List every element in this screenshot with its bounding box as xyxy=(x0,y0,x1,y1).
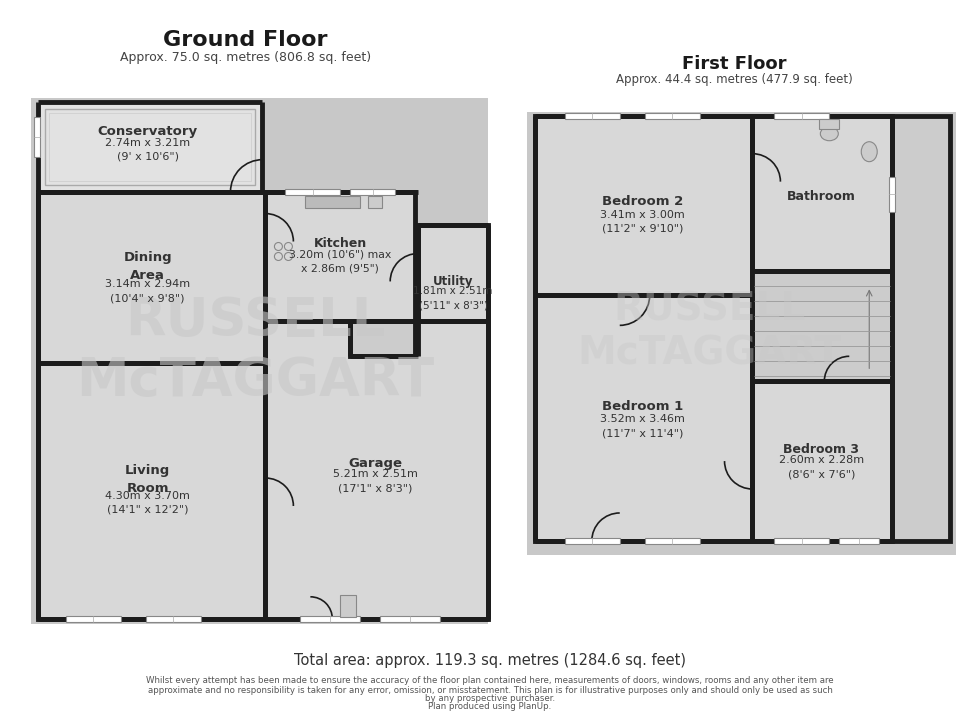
Bar xyxy=(66,616,121,622)
Bar xyxy=(340,595,357,617)
Text: Utility: Utility xyxy=(433,275,473,288)
Text: Living
Room: Living Room xyxy=(125,464,171,495)
Text: 3.52m x 3.46m
(11'7" x 11'4"): 3.52m x 3.46m (11'7" x 11'4") xyxy=(601,414,685,438)
Bar xyxy=(819,119,839,129)
Bar xyxy=(418,224,488,356)
Ellipse shape xyxy=(820,127,838,141)
Text: approximate and no responsibility is taken for any error, omission, or misstatem: approximate and no responsibility is tak… xyxy=(148,686,832,695)
Text: Whilst every attempt has been made to ensure the accuracy of the floor plan cont: Whilst every attempt has been made to en… xyxy=(146,676,834,685)
Bar xyxy=(350,189,395,194)
Text: 2.74m x 3.21m
(9' x 10'6"): 2.74m x 3.21m (9' x 10'6") xyxy=(105,137,190,162)
Text: Approx. 75.0 sq. metres (806.8 sq. feet): Approx. 75.0 sq. metres (806.8 sq. feet) xyxy=(120,51,371,64)
Text: 1.81m x 2.51m
(5'11" x 8'3"): 1.81m x 2.51m (5'11" x 8'3") xyxy=(414,286,493,310)
Text: Conservatory: Conservatory xyxy=(98,125,198,138)
Bar xyxy=(839,538,879,544)
Text: Bedroom 2: Bedroom 2 xyxy=(602,195,683,208)
Bar xyxy=(368,196,382,208)
Bar xyxy=(645,538,700,544)
Bar xyxy=(31,98,488,624)
Bar xyxy=(266,192,416,321)
Bar xyxy=(38,102,263,192)
Text: Plan produced using PlanUp.: Plan produced using PlanUp. xyxy=(428,702,552,711)
Bar xyxy=(38,192,266,363)
Bar xyxy=(564,538,619,544)
Text: Garage: Garage xyxy=(348,456,402,470)
Bar xyxy=(564,112,619,119)
Bar xyxy=(774,538,829,544)
Text: 3.14m x 2.94m
(10'4" x 9'8"): 3.14m x 2.94m (10'4" x 9'8") xyxy=(105,279,190,303)
Text: 4.30m x 3.70m
(14'1" x 12'2"): 4.30m x 3.70m (14'1" x 12'2") xyxy=(105,491,190,515)
Text: RUSSELL
McTAGGART: RUSSELL McTAGGART xyxy=(76,295,434,407)
Bar xyxy=(380,616,440,622)
Bar xyxy=(645,112,700,119)
Bar xyxy=(38,363,266,619)
Bar xyxy=(49,112,252,181)
Bar xyxy=(753,381,892,541)
Bar xyxy=(753,116,892,271)
Text: 3.41m x 3.00m
(11'2" x 9'10"): 3.41m x 3.00m (11'2" x 9'10") xyxy=(601,209,685,234)
Bar xyxy=(301,616,361,622)
Bar xyxy=(892,116,950,541)
Text: Bedroom 3: Bedroom 3 xyxy=(783,443,859,456)
Text: by any prospective purchaser.: by any prospective purchaser. xyxy=(425,694,555,703)
Text: Kitchen: Kitchen xyxy=(314,237,367,250)
Text: Dining
Area: Dining Area xyxy=(123,251,172,282)
Ellipse shape xyxy=(861,142,877,162)
Text: 2.60m x 2.28m
(8'6" x 7'6"): 2.60m x 2.28m (8'6" x 7'6") xyxy=(779,455,864,479)
Bar xyxy=(34,117,40,157)
Text: 5.21m x 2.51m
(17'1" x 8'3"): 5.21m x 2.51m (17'1" x 8'3") xyxy=(333,469,417,493)
Bar xyxy=(753,271,892,381)
Text: Ground Floor: Ground Floor xyxy=(164,30,327,50)
Bar xyxy=(774,112,829,119)
Text: Total area: approx. 119.3 sq. metres (1284.6 sq. feet): Total area: approx. 119.3 sq. metres (12… xyxy=(294,653,686,668)
Bar xyxy=(535,295,753,541)
Text: RUSSELL
McTAGGART: RUSSELL McTAGGART xyxy=(577,290,842,372)
Text: Bathroom: Bathroom xyxy=(787,190,856,203)
Bar xyxy=(266,321,488,619)
Text: Bedroom 1: Bedroom 1 xyxy=(602,399,683,413)
Bar xyxy=(535,116,753,295)
Bar xyxy=(285,189,340,194)
Bar xyxy=(45,109,256,184)
Bar xyxy=(306,196,361,208)
Bar xyxy=(527,112,956,555)
Text: Approx. 44.4 sq. metres (477.9 sq. feet): Approx. 44.4 sq. metres (477.9 sq. feet) xyxy=(616,73,853,86)
Text: First Floor: First Floor xyxy=(682,55,787,73)
Bar xyxy=(889,177,895,211)
Text: 3.20m (10'6") max
x 2.86m (9'5"): 3.20m (10'6") max x 2.86m (9'5") xyxy=(289,249,391,273)
Bar xyxy=(350,321,416,356)
Bar xyxy=(146,616,201,622)
